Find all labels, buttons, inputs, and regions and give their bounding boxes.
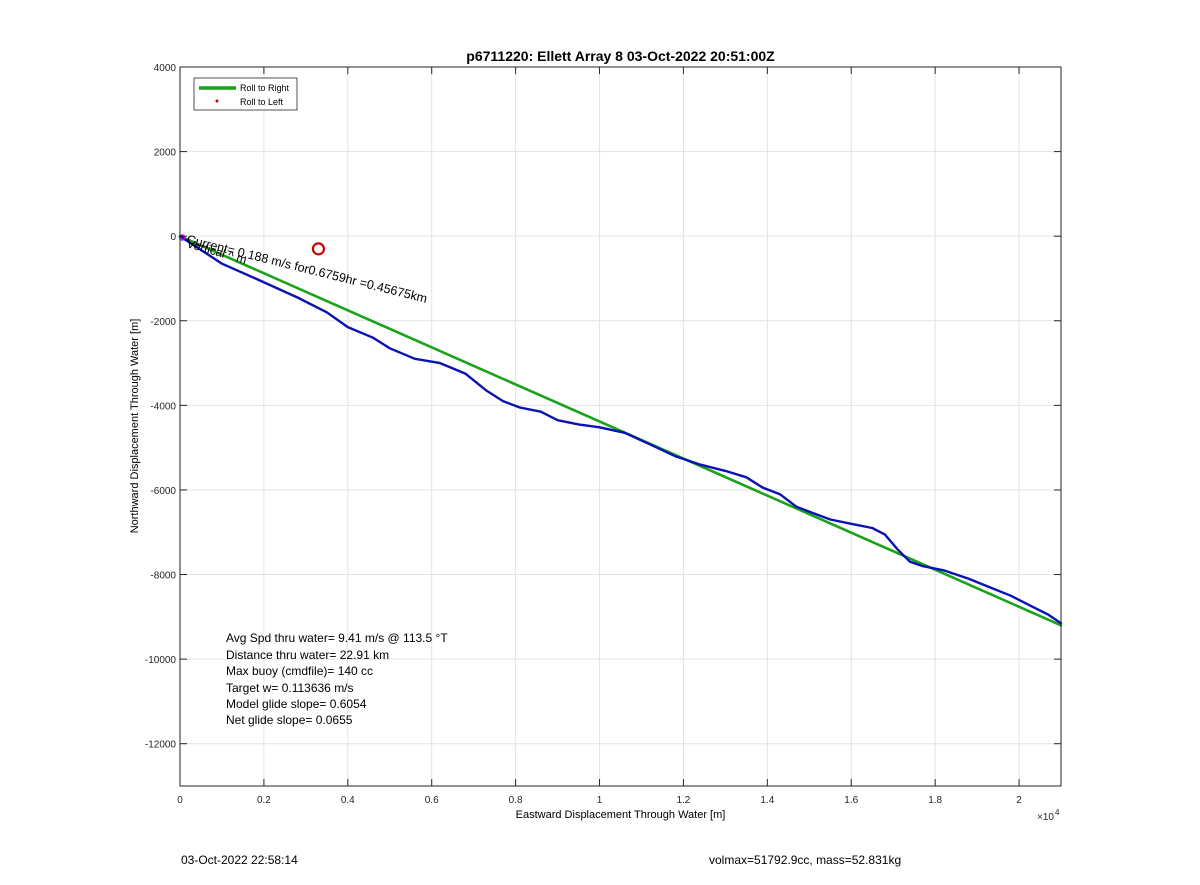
stats-annotations: Avg Spd thru water= 9.41 m/s @ 113.5 °T … — [226, 631, 448, 727]
footer-timestamp: 03-Oct-2022 22:58:14 — [181, 853, 298, 867]
y-tick-label: -12000 — [145, 740, 177, 751]
y-tick-label: -2000 — [150, 317, 176, 328]
series-line-track — [178, 234, 1063, 625]
chart-title: p6711220: Ellett Array 8 03-Oct-2022 20:… — [466, 48, 775, 64]
x-tick-label: 1.2 — [676, 795, 690, 806]
x-tick-label: 1.8 — [928, 795, 942, 806]
stat-model-glide-slope: Model glide slope= 0.6054 — [226, 697, 367, 711]
x-tick-label: 0.6 — [425, 795, 439, 806]
y-tick-label: 0 — [170, 232, 176, 243]
y-tick-label: -10000 — [145, 655, 177, 666]
legend-box — [193, 77, 298, 111]
y-tick-label: -4000 — [150, 401, 176, 412]
axes-frame — [179, 66, 1062, 787]
y-axis-label: Northward Displacement Through Water [m] — [129, 319, 141, 534]
stat-distance: Distance thru water= 22.91 km — [226, 648, 389, 662]
stat-max-buoy: Max buoy (cmdfile)= 140 cc — [226, 664, 373, 678]
data-series — [178, 234, 1063, 627]
chart-legend: Roll to Right Roll to Left — [193, 77, 298, 111]
footer-volmax-mass: volmax=51792.9cc, mass=52.831kg — [709, 853, 902, 867]
x-tick-label: 0 — [177, 795, 183, 806]
x-tick-label: 1.4 — [760, 795, 774, 806]
y-tick-label: -8000 — [150, 571, 176, 582]
x-axis-exponent: ×104 — [1037, 808, 1060, 823]
y-tick-label: -6000 — [150, 486, 176, 497]
grid-lines — [179, 66, 1061, 786]
axis-ticks: 0 0.2 0.4 0.6 0.8 1 1.2 1.4 1.6 1.8 2 4000 2000 0 -200… — [145, 63, 1061, 806]
red-circle-marker — [311, 242, 326, 256]
x-tick-label: 0.8 — [509, 795, 523, 806]
x-tick-label: 0.4 — [341, 795, 355, 806]
legend-label-roll-to-left: Roll to Left — [240, 97, 284, 107]
x-tick-label: 1.6 — [844, 795, 858, 806]
x-axis-label: Eastward Displacement Through Water [m] — [516, 809, 726, 821]
x-tick-label: 0.2 — [257, 795, 271, 806]
y-tick-label: 4000 — [154, 63, 177, 74]
x-tick-label: 2 — [1016, 795, 1022, 806]
x-tick-label: 1 — [597, 795, 603, 806]
y-tick-label: 2000 — [154, 148, 177, 159]
stat-net-glide-slope: Net glide slope= 0.0655 — [226, 713, 353, 727]
stat-target-w: Target w= 0.113636 m/s — [226, 681, 354, 695]
legend-label-roll-to-right: Roll to Right — [240, 83, 290, 93]
stat-avg-speed: Avg Spd thru water= 9.41 m/s @ 113.5 °T — [226, 631, 448, 645]
legend-swatch-roll-to-left — [215, 99, 219, 103]
